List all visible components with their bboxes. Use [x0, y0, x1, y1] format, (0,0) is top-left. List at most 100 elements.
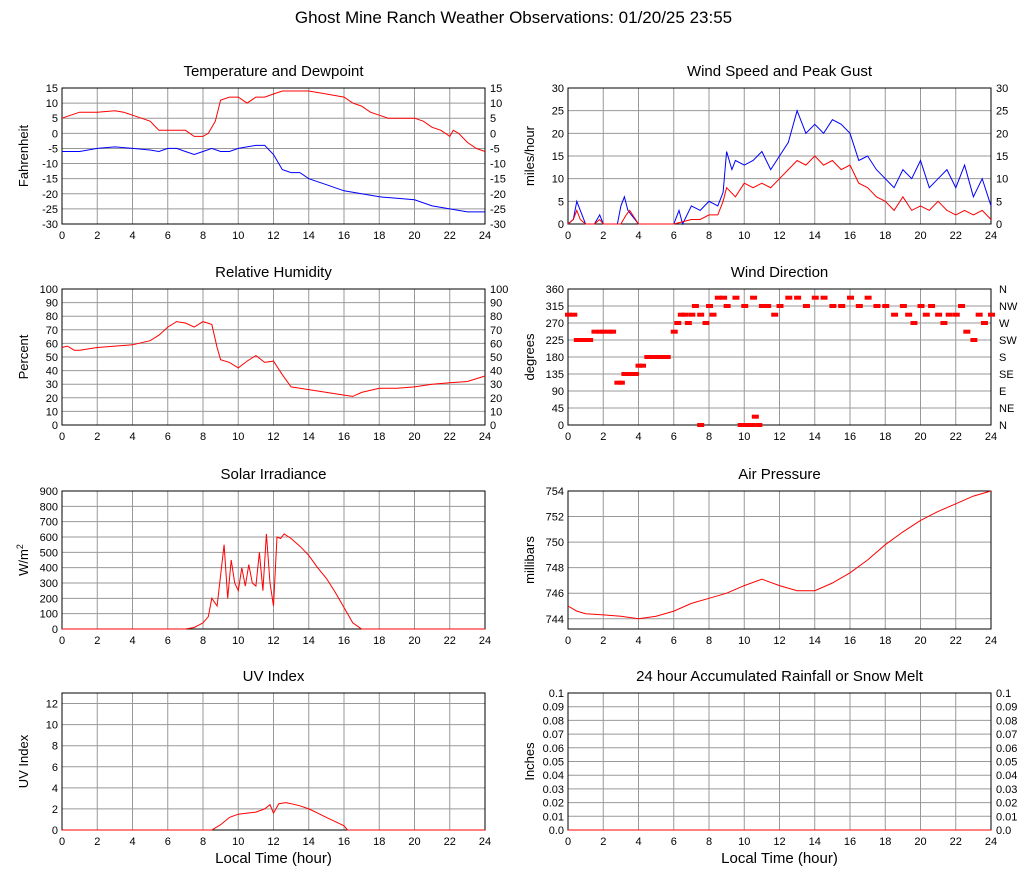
data-point: [970, 338, 978, 342]
x-tick-label: 14: [303, 431, 315, 443]
x-tick-label: 8: [200, 431, 206, 443]
x-tick-label: 6: [165, 230, 171, 242]
x-tick-label: 0: [59, 431, 65, 443]
y-tick-label: 315: [546, 301, 564, 313]
plot-frame: [61, 490, 486, 630]
y-tick-label: 400: [40, 563, 58, 575]
y-tick-label: 748: [546, 563, 564, 575]
data-point: [600, 329, 608, 334]
y-tick-label: 100: [40, 284, 58, 296]
x-tick-label: 6: [671, 635, 677, 647]
x-tick-label: 0: [59, 635, 65, 647]
series-line-1: [567, 109, 992, 226]
x-tick-label: 14: [809, 635, 821, 647]
data-point: [570, 312, 578, 317]
data-point: [737, 423, 745, 427]
x-tick-label: 16: [338, 836, 350, 848]
x-tick-label: 6: [671, 836, 677, 848]
data-point: [755, 423, 763, 427]
x-tick-label: 16: [844, 836, 856, 848]
x-tick-label: 12: [267, 635, 279, 647]
data-point: [663, 355, 671, 359]
data-point: [958, 304, 966, 308]
data-point: [802, 304, 810, 308]
data-point: [688, 312, 696, 317]
y-tick-label: 180: [546, 352, 564, 364]
y-tick-label: 15: [552, 151, 564, 163]
x-tick-label: 4: [635, 836, 641, 848]
x-tick-label: 10: [232, 230, 244, 242]
y-tick-label: 750: [546, 537, 564, 549]
chart-title: UV Index: [243, 668, 305, 685]
y-tick-label-right: -30: [490, 219, 506, 231]
y-tick-label-right: 0: [490, 420, 496, 432]
y-tick-label: 744: [546, 614, 564, 626]
x-tick-label: 0: [59, 230, 65, 242]
data-point: [579, 338, 587, 342]
y-tick-label: 8: [52, 741, 58, 753]
y-axis-label: UV Index: [16, 734, 31, 788]
x-tick-label: 10: [232, 836, 244, 848]
data-point: [631, 372, 639, 376]
y-tick-label: 752: [546, 512, 564, 524]
chart-title: Air Pressure: [738, 466, 821, 483]
y-tick-label: 0.05: [543, 757, 564, 769]
data-point: [706, 304, 713, 308]
y-tick-label-right: 100: [490, 284, 508, 296]
chart-title: 24 hour Accumulated Rainfall or Snow Mel…: [636, 668, 924, 685]
data-point: [838, 304, 846, 308]
y-tick-label-right: 70: [490, 325, 502, 337]
y-tick-label-right: 25: [996, 106, 1008, 118]
y-tick-label: 0.08: [543, 715, 564, 727]
y-axis-label: millibars: [522, 536, 537, 584]
data-point: [744, 423, 752, 427]
x-tick-label: 12: [267, 230, 279, 242]
chart-title: Wind Direction: [731, 264, 829, 281]
x-tick-label: 20: [408, 230, 420, 242]
y-tick-label: 225: [546, 335, 564, 347]
x-tick-label: 6: [165, 431, 171, 443]
y-tick-label-right: 0.07: [996, 729, 1017, 741]
y-tick-label: 0: [558, 219, 564, 231]
x-tick-label: 6: [671, 230, 677, 242]
y-tick-label-right: 10: [490, 406, 502, 418]
x-tick-label: 4: [129, 635, 135, 647]
x-tick-label: 12: [773, 836, 785, 848]
x-tick-label: 10: [738, 431, 750, 443]
data-point: [741, 304, 749, 308]
data-point: [905, 312, 913, 317]
data-point: [635, 363, 643, 368]
data-point: [764, 304, 772, 308]
y-tick-label: 90: [46, 298, 58, 310]
y-tick-label: 25: [552, 106, 564, 118]
y-tick-label-right: 0.05: [996, 757, 1017, 769]
x-tick-label: 10: [232, 431, 244, 443]
series-line-1: [61, 321, 486, 397]
y-tick-label: -25: [42, 204, 58, 216]
y-tick-label: 0: [52, 128, 58, 140]
x-tick-label: 22: [444, 635, 456, 647]
x-tick-label: 20: [408, 836, 420, 848]
plot-frame: [567, 87, 992, 225]
data-point: [649, 355, 657, 359]
data-point: [639, 363, 647, 368]
y-tick-label: 0.06: [543, 743, 564, 755]
y-tick-label-right: 0.09: [996, 702, 1017, 714]
data-point: [748, 423, 756, 427]
y-tick-label: -20: [42, 189, 58, 201]
data-point: [681, 312, 689, 317]
compass-tick-label: S: [999, 352, 1006, 364]
y-tick-label-right: -5: [490, 143, 500, 155]
x-tick-label: 24: [479, 836, 491, 848]
data-point: [582, 338, 590, 342]
y-tick-label-right: 15: [490, 83, 502, 95]
x-tick-label: 14: [303, 635, 315, 647]
data-point: [820, 295, 828, 300]
data-point: [596, 329, 604, 334]
x-tick-label: 0: [59, 836, 65, 848]
y-tick-label: 10: [46, 406, 58, 418]
y-tick-label-right: 80: [490, 311, 502, 323]
